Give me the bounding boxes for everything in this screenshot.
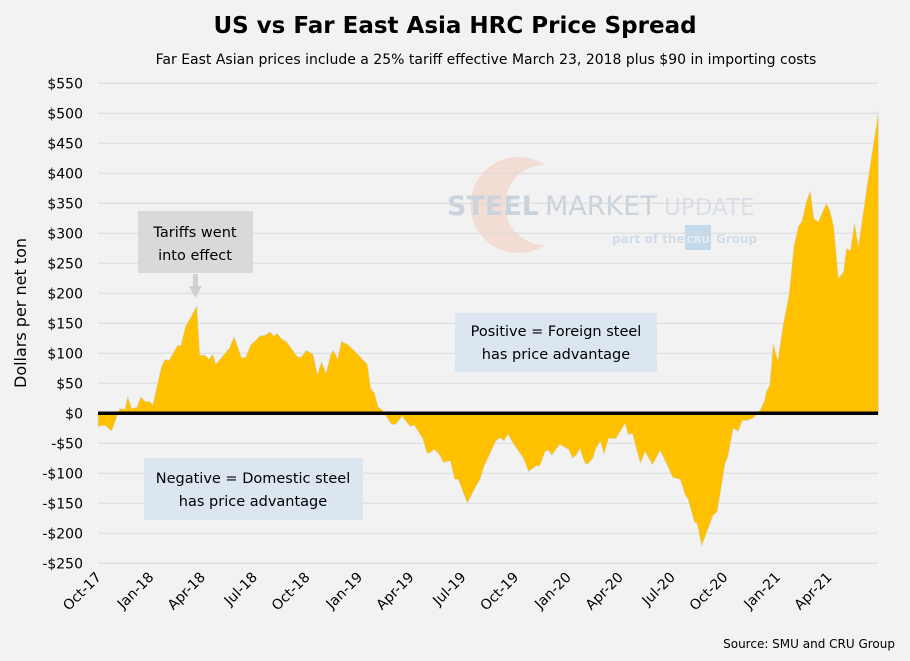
svg-text:CRU: CRU — [686, 235, 709, 246]
y-tick-label: $150 — [47, 316, 83, 332]
source-note: Source: SMU and CRU Group — [723, 637, 895, 651]
y-tick-label: $400 — [47, 166, 83, 182]
x-tick-label: Jan-20 — [531, 570, 574, 613]
y-tick-label: $50 — [56, 376, 83, 392]
negative-annotation: Negative = Domestic steel has price adva… — [144, 458, 363, 520]
y-tick-label: $500 — [47, 106, 83, 122]
x-tick-label: Apr-18 — [165, 570, 209, 614]
chart-title: US vs Far East Asia HRC Price Spread — [213, 13, 696, 39]
x-tick-label: Apr-20 — [583, 570, 627, 614]
svg-text:MARKET: MARKET — [545, 191, 657, 222]
y-tick-label: $250 — [47, 256, 83, 272]
y-tick-label: -$50 — [51, 436, 83, 452]
positive-annotation-line1: Positive = Foreign steel — [471, 324, 642, 340]
tariff-annotation: Tariffs went into effect — [138, 211, 253, 298]
negative-annotation-line1: Negative = Domestic steel — [156, 471, 350, 487]
x-tick-label: Jan-18 — [114, 570, 157, 613]
y-tick-label: -$100 — [42, 466, 83, 482]
svg-text:Group: Group — [716, 232, 758, 246]
y-tick-label: $0 — [65, 406, 83, 422]
positive-annotation: Positive = Foreign steel has price advan… — [455, 313, 657, 372]
x-tick-label: Oct-20 — [687, 570, 732, 615]
x-tick-label: Oct-17 — [60, 570, 105, 615]
y-tick-label: $100 — [47, 346, 83, 362]
x-tick-label: Oct-18 — [269, 570, 314, 615]
negative-annotation-line2: has price advantage — [179, 494, 327, 510]
arrow-down-icon — [193, 274, 198, 287]
x-tick-label: Apr-21 — [791, 570, 835, 614]
svg-text:STEEL: STEEL — [447, 191, 539, 222]
x-tick-label: Oct-19 — [478, 570, 523, 615]
chart-subtitle: Far East Asian prices include a 25% tari… — [156, 52, 817, 68]
steel-market-update-logo: STEEL MARKET UPDATE part of the CRU Grou… — [447, 157, 758, 253]
x-tick-label: Jul-18 — [221, 570, 261, 610]
y-tick-label: $550 — [47, 76, 83, 92]
spread-area — [97, 110, 879, 547]
svg-text:part of the: part of the — [612, 232, 685, 246]
y-tick-label: $350 — [47, 196, 83, 212]
svg-text:UPDATE: UPDATE — [664, 195, 755, 221]
y-tick-label: -$150 — [42, 496, 83, 512]
y-tick-label: -$200 — [42, 526, 83, 542]
y-tick-label: $450 — [47, 136, 83, 152]
x-tick-label: Jul-20 — [639, 570, 679, 610]
y-axis-label: Dollars per net ton — [11, 238, 30, 388]
y-tick-label: -$250 — [42, 556, 83, 572]
x-tick-label: Jan-21 — [741, 570, 784, 613]
y-tick-label: $200 — [47, 286, 83, 302]
x-tick-label: Apr-19 — [374, 570, 418, 614]
positive-annotation-line2: has price advantage — [482, 347, 630, 363]
tariff-annotation-line1: Tariffs went — [152, 225, 236, 241]
tariff-annotation-line2: into effect — [158, 248, 232, 264]
x-tick-label: Jan-19 — [323, 570, 366, 613]
x-tick-label: Jul-19 — [429, 570, 469, 610]
y-tick-label: $300 — [47, 226, 83, 242]
